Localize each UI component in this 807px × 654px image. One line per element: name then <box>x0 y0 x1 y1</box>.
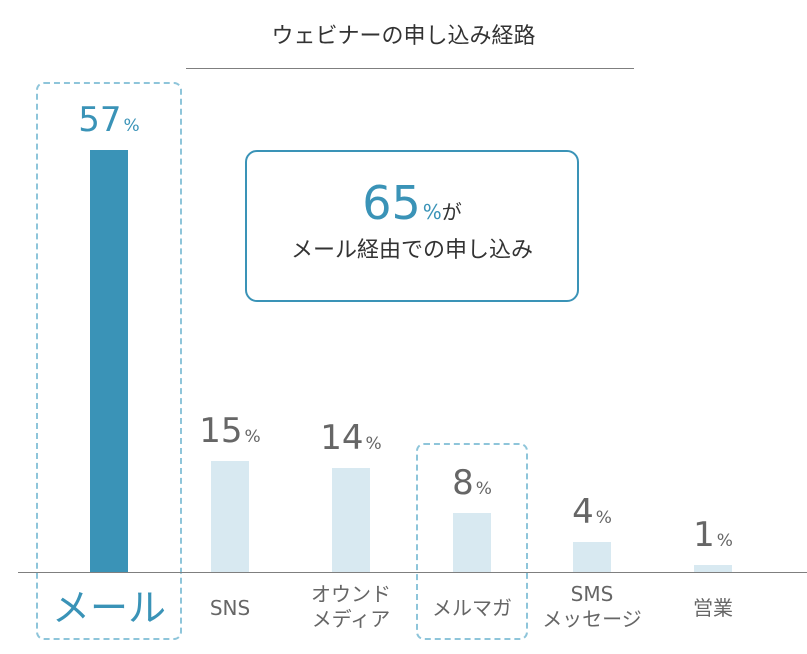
bar <box>332 468 370 572</box>
bar <box>694 564 732 572</box>
data-label-value: 1 <box>693 514 715 555</box>
highlight-frame <box>416 442 528 640</box>
highlight-frame <box>36 82 182 640</box>
title-underline <box>186 68 634 69</box>
bar <box>453 512 491 572</box>
data-label: 14% <box>291 418 411 458</box>
data-label-value: 57 <box>78 100 122 140</box>
data-label-unit: % <box>716 530 733 551</box>
annotation-value: 65 <box>362 176 421 230</box>
data-label-unit: % <box>475 478 492 499</box>
category-label: メール <box>51 586 166 630</box>
category-label: 営業 <box>693 596 733 620</box>
data-label: 8% <box>412 463 532 503</box>
category-label: オウンド メディア <box>311 582 391 631</box>
data-label-value: 14 <box>320 418 364 459</box>
data-label: 1% <box>653 515 773 555</box>
annotation-text: メール経由での申し込み <box>290 238 533 263</box>
data-label-unit: % <box>365 434 382 455</box>
category-label: SNS <box>209 596 251 620</box>
category-label: メルマガ <box>432 596 512 620</box>
annotation-box: 65 %が メール経由での申し込み <box>245 150 579 302</box>
chart-title: ウェビナーの申し込み経路 <box>271 24 536 49</box>
data-label: 4% <box>532 492 652 532</box>
bar <box>573 542 611 572</box>
category-label: SMS メッセージ <box>542 582 642 631</box>
annotation-unit: % <box>422 200 442 224</box>
data-label-unit: % <box>595 508 612 529</box>
bar <box>90 150 128 572</box>
data-label: 57% <box>49 100 169 140</box>
annotation-suffix: が <box>441 200 462 224</box>
data-label-unit: % <box>123 116 140 136</box>
data-label-value: 15 <box>199 410 243 451</box>
data-label-unit: % <box>244 426 261 447</box>
x-axis-line <box>18 572 807 573</box>
data-label: 15% <box>170 411 290 451</box>
data-label-value: 4 <box>572 492 594 533</box>
bar <box>211 460 249 572</box>
data-label-value: 8 <box>452 462 474 503</box>
